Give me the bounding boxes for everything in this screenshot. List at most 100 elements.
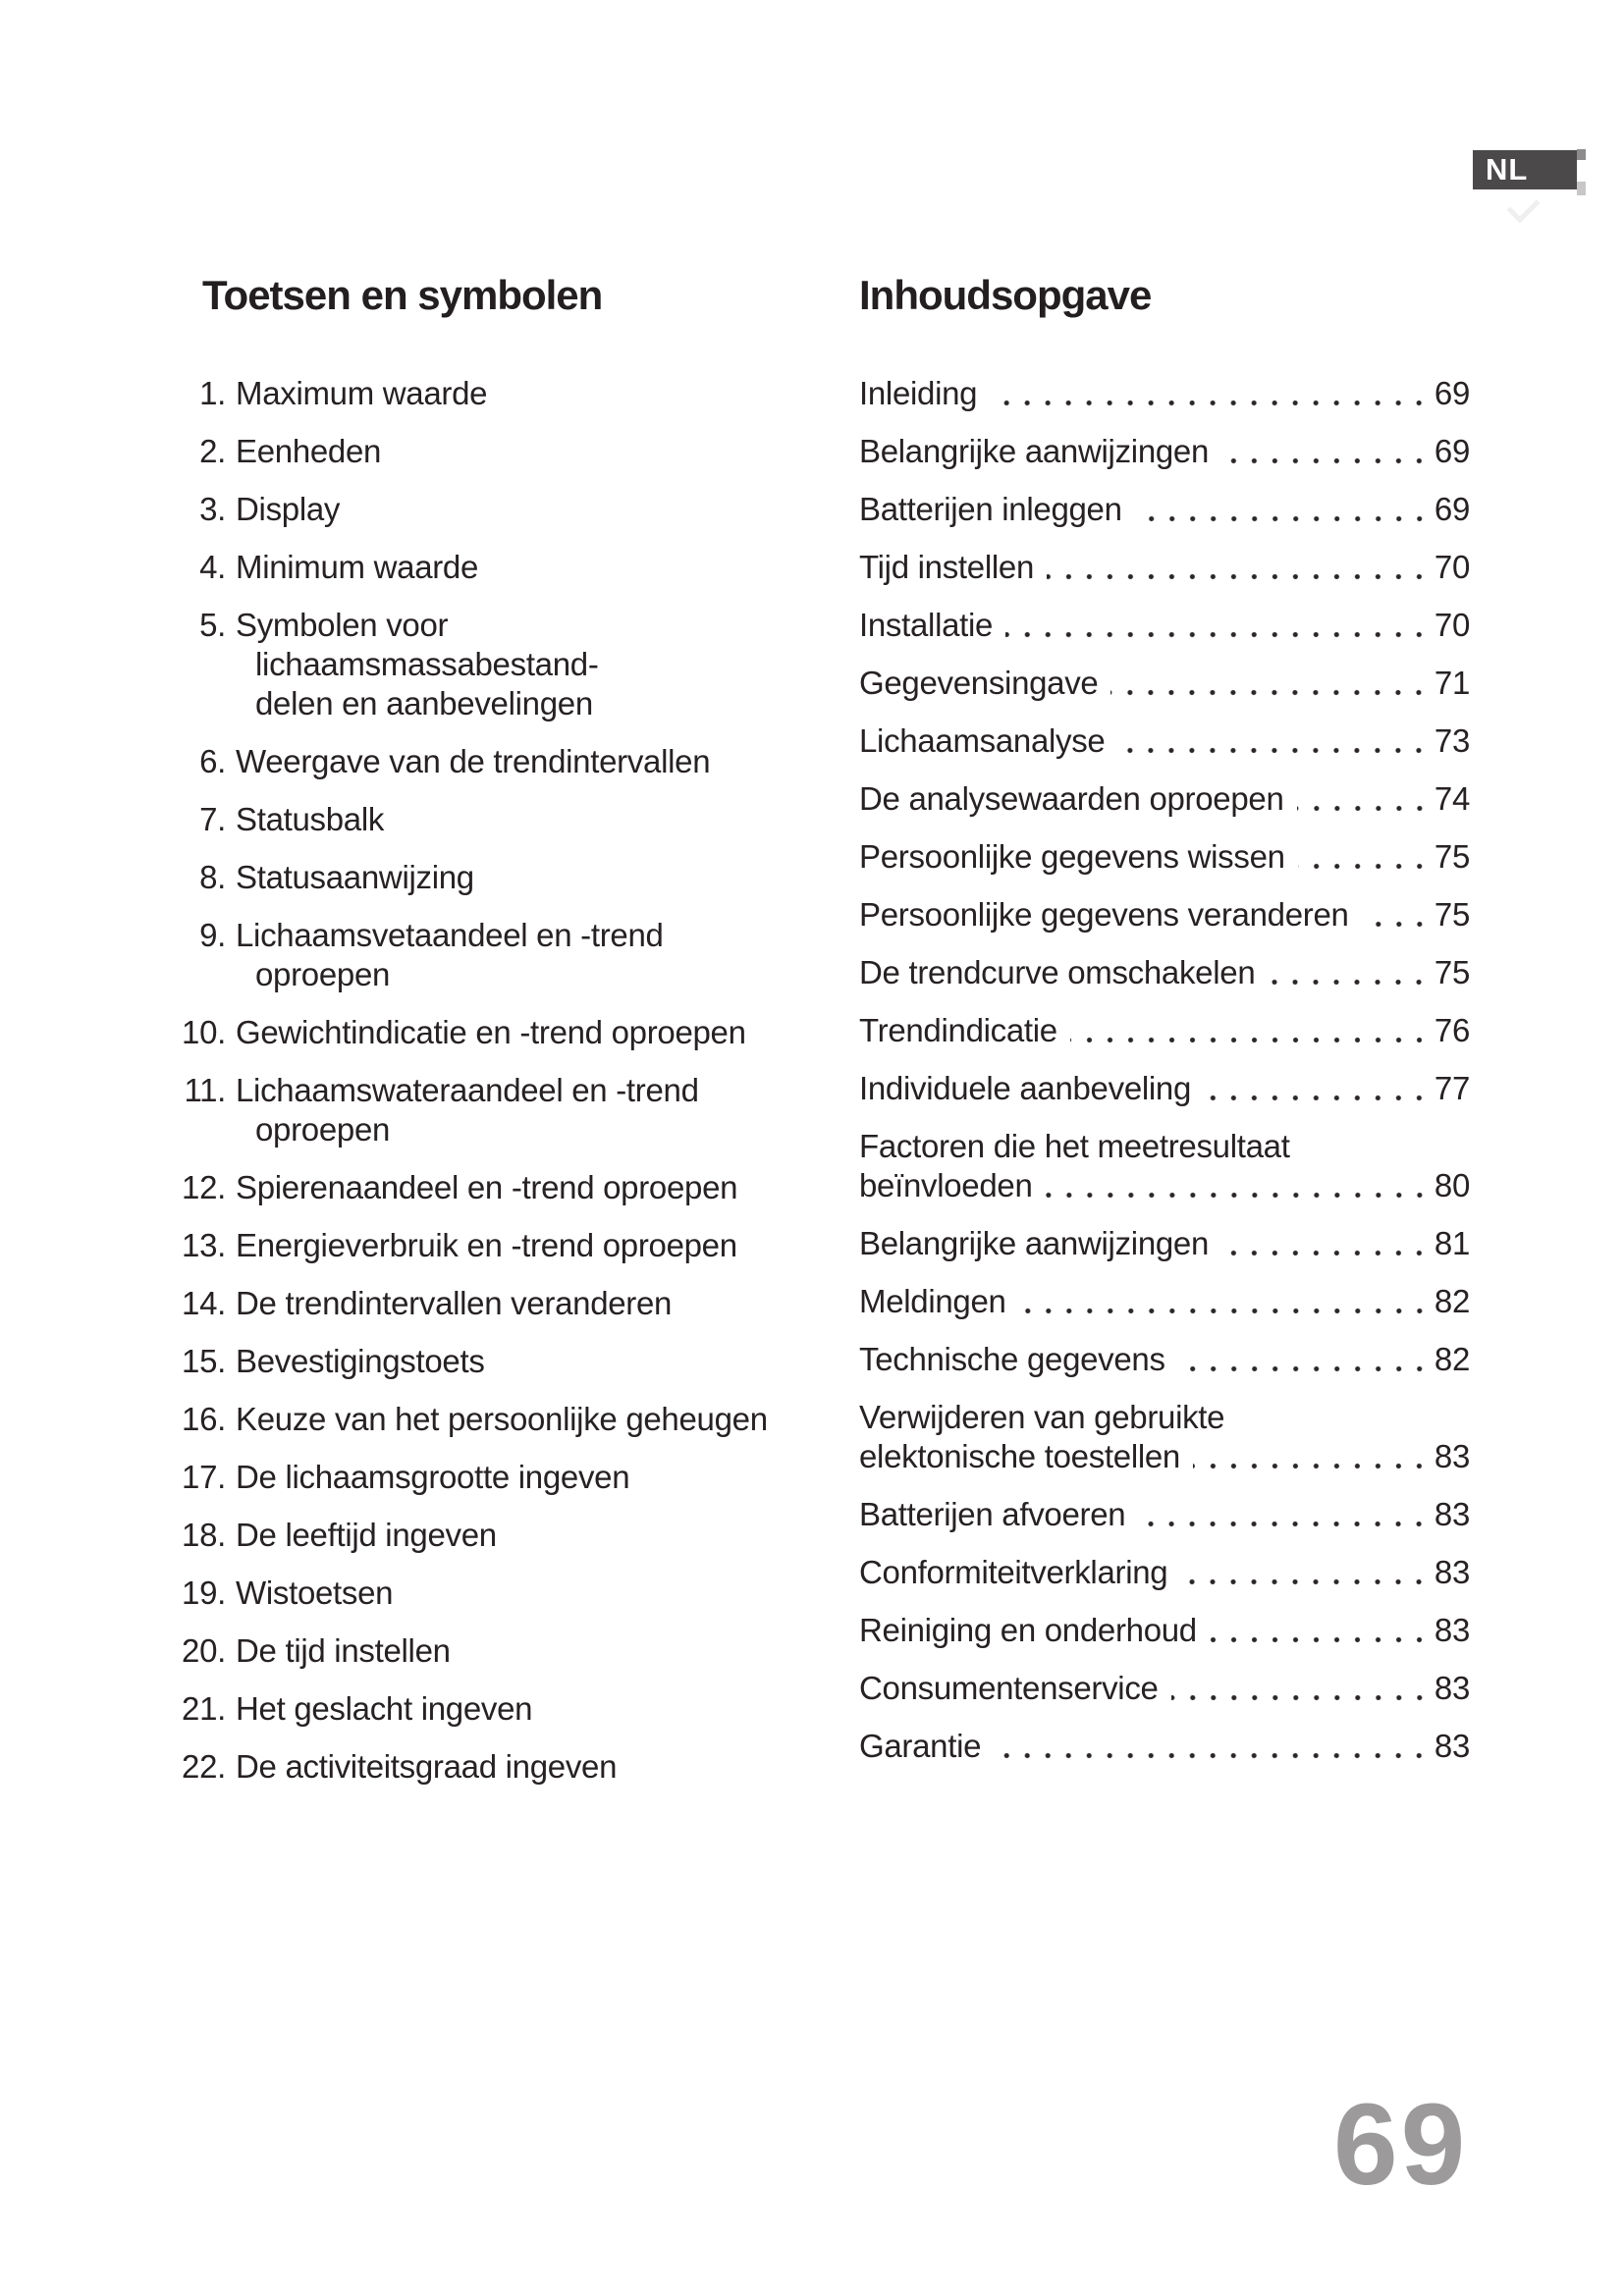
- dot-leader: [1134, 490, 1433, 529]
- toc-entry-row: Technische gegevens 82: [859, 1340, 1470, 1379]
- toc-page-number: 83: [1434, 1612, 1470, 1648]
- list-item: 13. Energieverbruik en -trend oproepen: [155, 1226, 793, 1265]
- list-item: 20. De tijd instellen: [155, 1631, 793, 1671]
- list-item-text: De tijd instellen: [236, 1632, 451, 1669]
- dot-leader: [1138, 1495, 1433, 1534]
- dot-leader: [1209, 1611, 1433, 1650]
- list-item-text: Gewichtindicatie en -trend oproepen: [236, 1014, 746, 1050]
- toc-entry: Trendindicatie 76: [859, 1011, 1470, 1050]
- dot-leader: [1005, 606, 1433, 645]
- list-item-number: 5.: [199, 607, 226, 643]
- dot-leader: [1180, 1553, 1433, 1592]
- toc-entry-row: Garantie 83: [859, 1727, 1470, 1766]
- list-item-text: Maximum waarde: [236, 375, 488, 411]
- list-item: 4. Minimum waarde: [155, 548, 793, 587]
- toc-entry-row: Individuele aanbeveling 77: [859, 1069, 1470, 1108]
- dot-leader: [1361, 895, 1433, 934]
- toc-entry-title: Meldingen: [859, 1283, 1006, 1319]
- toc-page-number: 69: [1434, 375, 1470, 411]
- toc-entry-title: Batterijen afvoeren: [859, 1496, 1126, 1532]
- toc-entry: Reiniging en onderhoud 83: [859, 1611, 1470, 1650]
- list-item-number: 1.: [199, 375, 226, 411]
- toc-entry-title: Tijd instellen: [859, 549, 1034, 585]
- list-item-text: Weergave van de trendintervallen: [236, 743, 711, 779]
- dot-leader: [1045, 1166, 1433, 1205]
- toc-page-number: 74: [1434, 780, 1470, 817]
- toc-page-number: 70: [1434, 549, 1470, 585]
- page-number: 69: [1333, 2080, 1469, 2210]
- list-item: 6. Weergave van de trendintervallen: [155, 742, 793, 781]
- dot-leader: [1297, 837, 1433, 877]
- toc-page-number: 75: [1434, 896, 1470, 933]
- toc-entry-row: Trendindicatie 76: [859, 1011, 1470, 1050]
- toc-entry-row: De analysewaarden oproepen 74: [859, 779, 1470, 819]
- toc-page-number: 73: [1434, 722, 1470, 759]
- toc-entry: Technische gegevens 82: [859, 1340, 1470, 1379]
- toc-entry-title: Individuele aanbeveling: [859, 1070, 1192, 1106]
- list-item-number: 4.: [199, 549, 226, 585]
- list-item-number: 14.: [182, 1285, 226, 1321]
- toc-entry: Installatie 70: [859, 606, 1470, 645]
- toc-entry: Persoonlijke gegevens veranderen 75: [859, 895, 1470, 934]
- toc-page-number: 80: [1434, 1167, 1470, 1203]
- list-item-text: Minimum waarde: [236, 549, 479, 585]
- list-item: 9. Lichaamsvetaandeel en -trend oproepen: [155, 916, 793, 994]
- toc-entry-title: Reiniging en onderhoud: [859, 1612, 1197, 1648]
- toc-entry-title: Gegevensingave: [859, 665, 1099, 701]
- list-item-number: 6.: [199, 743, 226, 779]
- toc-entry-row: Tijd instellen 70: [859, 548, 1470, 587]
- toc-entry-row: Lichaamsanalyse 73: [859, 721, 1470, 761]
- toc-entry-row: Installatie 70: [859, 606, 1470, 645]
- list-item-text: Energieverbruik en -trend oproepen: [236, 1227, 737, 1263]
- toc-entry: Meldingen 82: [859, 1282, 1470, 1321]
- toc-page-number: 69: [1434, 433, 1470, 469]
- toc-entry: Inleiding 69: [859, 374, 1470, 413]
- toc-entry-title: beïnvloeden: [859, 1167, 1033, 1203]
- toc-entry-title: Persoonlijke gegevens veranderen: [859, 896, 1349, 933]
- toc-page-number: 76: [1434, 1012, 1470, 1048]
- dot-leader: [1170, 1669, 1433, 1708]
- dot-leader: [1221, 1224, 1433, 1263]
- toc-entry-row: beïnvloeden 80: [859, 1166, 1470, 1205]
- list-item: 14. De trendintervallen veranderen: [155, 1284, 793, 1323]
- list-item-text: Wistoetsen: [236, 1575, 394, 1611]
- list-item-number: 3.: [199, 491, 226, 527]
- toc-entry-row: Persoonlijke gegevens veranderen 75: [859, 895, 1470, 934]
- list-item: 2. Eenheden: [155, 432, 793, 471]
- list-item-number: 15.: [182, 1343, 226, 1379]
- list-item-text: Lichaamsvetaandeel en -trend oproepen: [236, 917, 664, 992]
- list-item-text: Statusaanwijzing: [236, 859, 474, 895]
- toc-page-number: 77: [1434, 1070, 1470, 1106]
- dot-leader: [1204, 1069, 1433, 1108]
- list-item-number: 21.: [182, 1690, 226, 1727]
- toc-entry-row: Conformiteitverklaring 83: [859, 1553, 1470, 1592]
- toc-page-number: 82: [1434, 1283, 1470, 1319]
- table-of-contents: Inleiding 69 Belangrijke aanwijzingen 69 Bat…: [859, 374, 1470, 1785]
- list-item-text: De activiteitsgraad ingeven: [236, 1748, 618, 1785]
- list-item-text: De leeftijd ingeven: [236, 1517, 497, 1553]
- list-item-number: 11.: [184, 1072, 226, 1108]
- list-item-number: 7.: [199, 801, 226, 837]
- toc-page-number: 71: [1434, 665, 1470, 701]
- list-item: 18. De leeftijd ingeven: [155, 1516, 793, 1555]
- toc-entry: Tijd instellen 70: [859, 548, 1470, 587]
- toc-entry-title: elektonische toestellen: [859, 1438, 1180, 1474]
- toc-entry-title: Consumentenservice: [859, 1670, 1159, 1706]
- toc-entry: Persoonlijke gegevens wissen 75: [859, 837, 1470, 877]
- toc-entry-title: Persoonlijke gegevens wissen: [859, 838, 1285, 875]
- list-item-text: Lichaamswateraandeel en -trend oproepen: [236, 1072, 699, 1148]
- list-item: 7. Statusbalk: [155, 800, 793, 839]
- toc-entry-title: Belangrijke aanwijzingen: [859, 1225, 1210, 1261]
- list-item: 15. Bevestigingstoets: [155, 1342, 793, 1381]
- list-item-text: Symbolen voor lichaamsmassabestand- dele…: [236, 607, 599, 721]
- list-item-number: 8.: [199, 859, 226, 895]
- list-item-number: 10.: [182, 1014, 226, 1050]
- toc-entry: Batterijen inleggen 69: [859, 490, 1470, 529]
- dot-leader: [994, 1727, 1433, 1766]
- list-item-number: 9.: [199, 917, 226, 953]
- language-tab-label: NL: [1486, 152, 1529, 187]
- toc-entry-title: De trendcurve omschakelen: [859, 954, 1256, 990]
- list-item-text: Statusbalk: [236, 801, 385, 837]
- toc-entry: Consumentenservice 83: [859, 1669, 1470, 1708]
